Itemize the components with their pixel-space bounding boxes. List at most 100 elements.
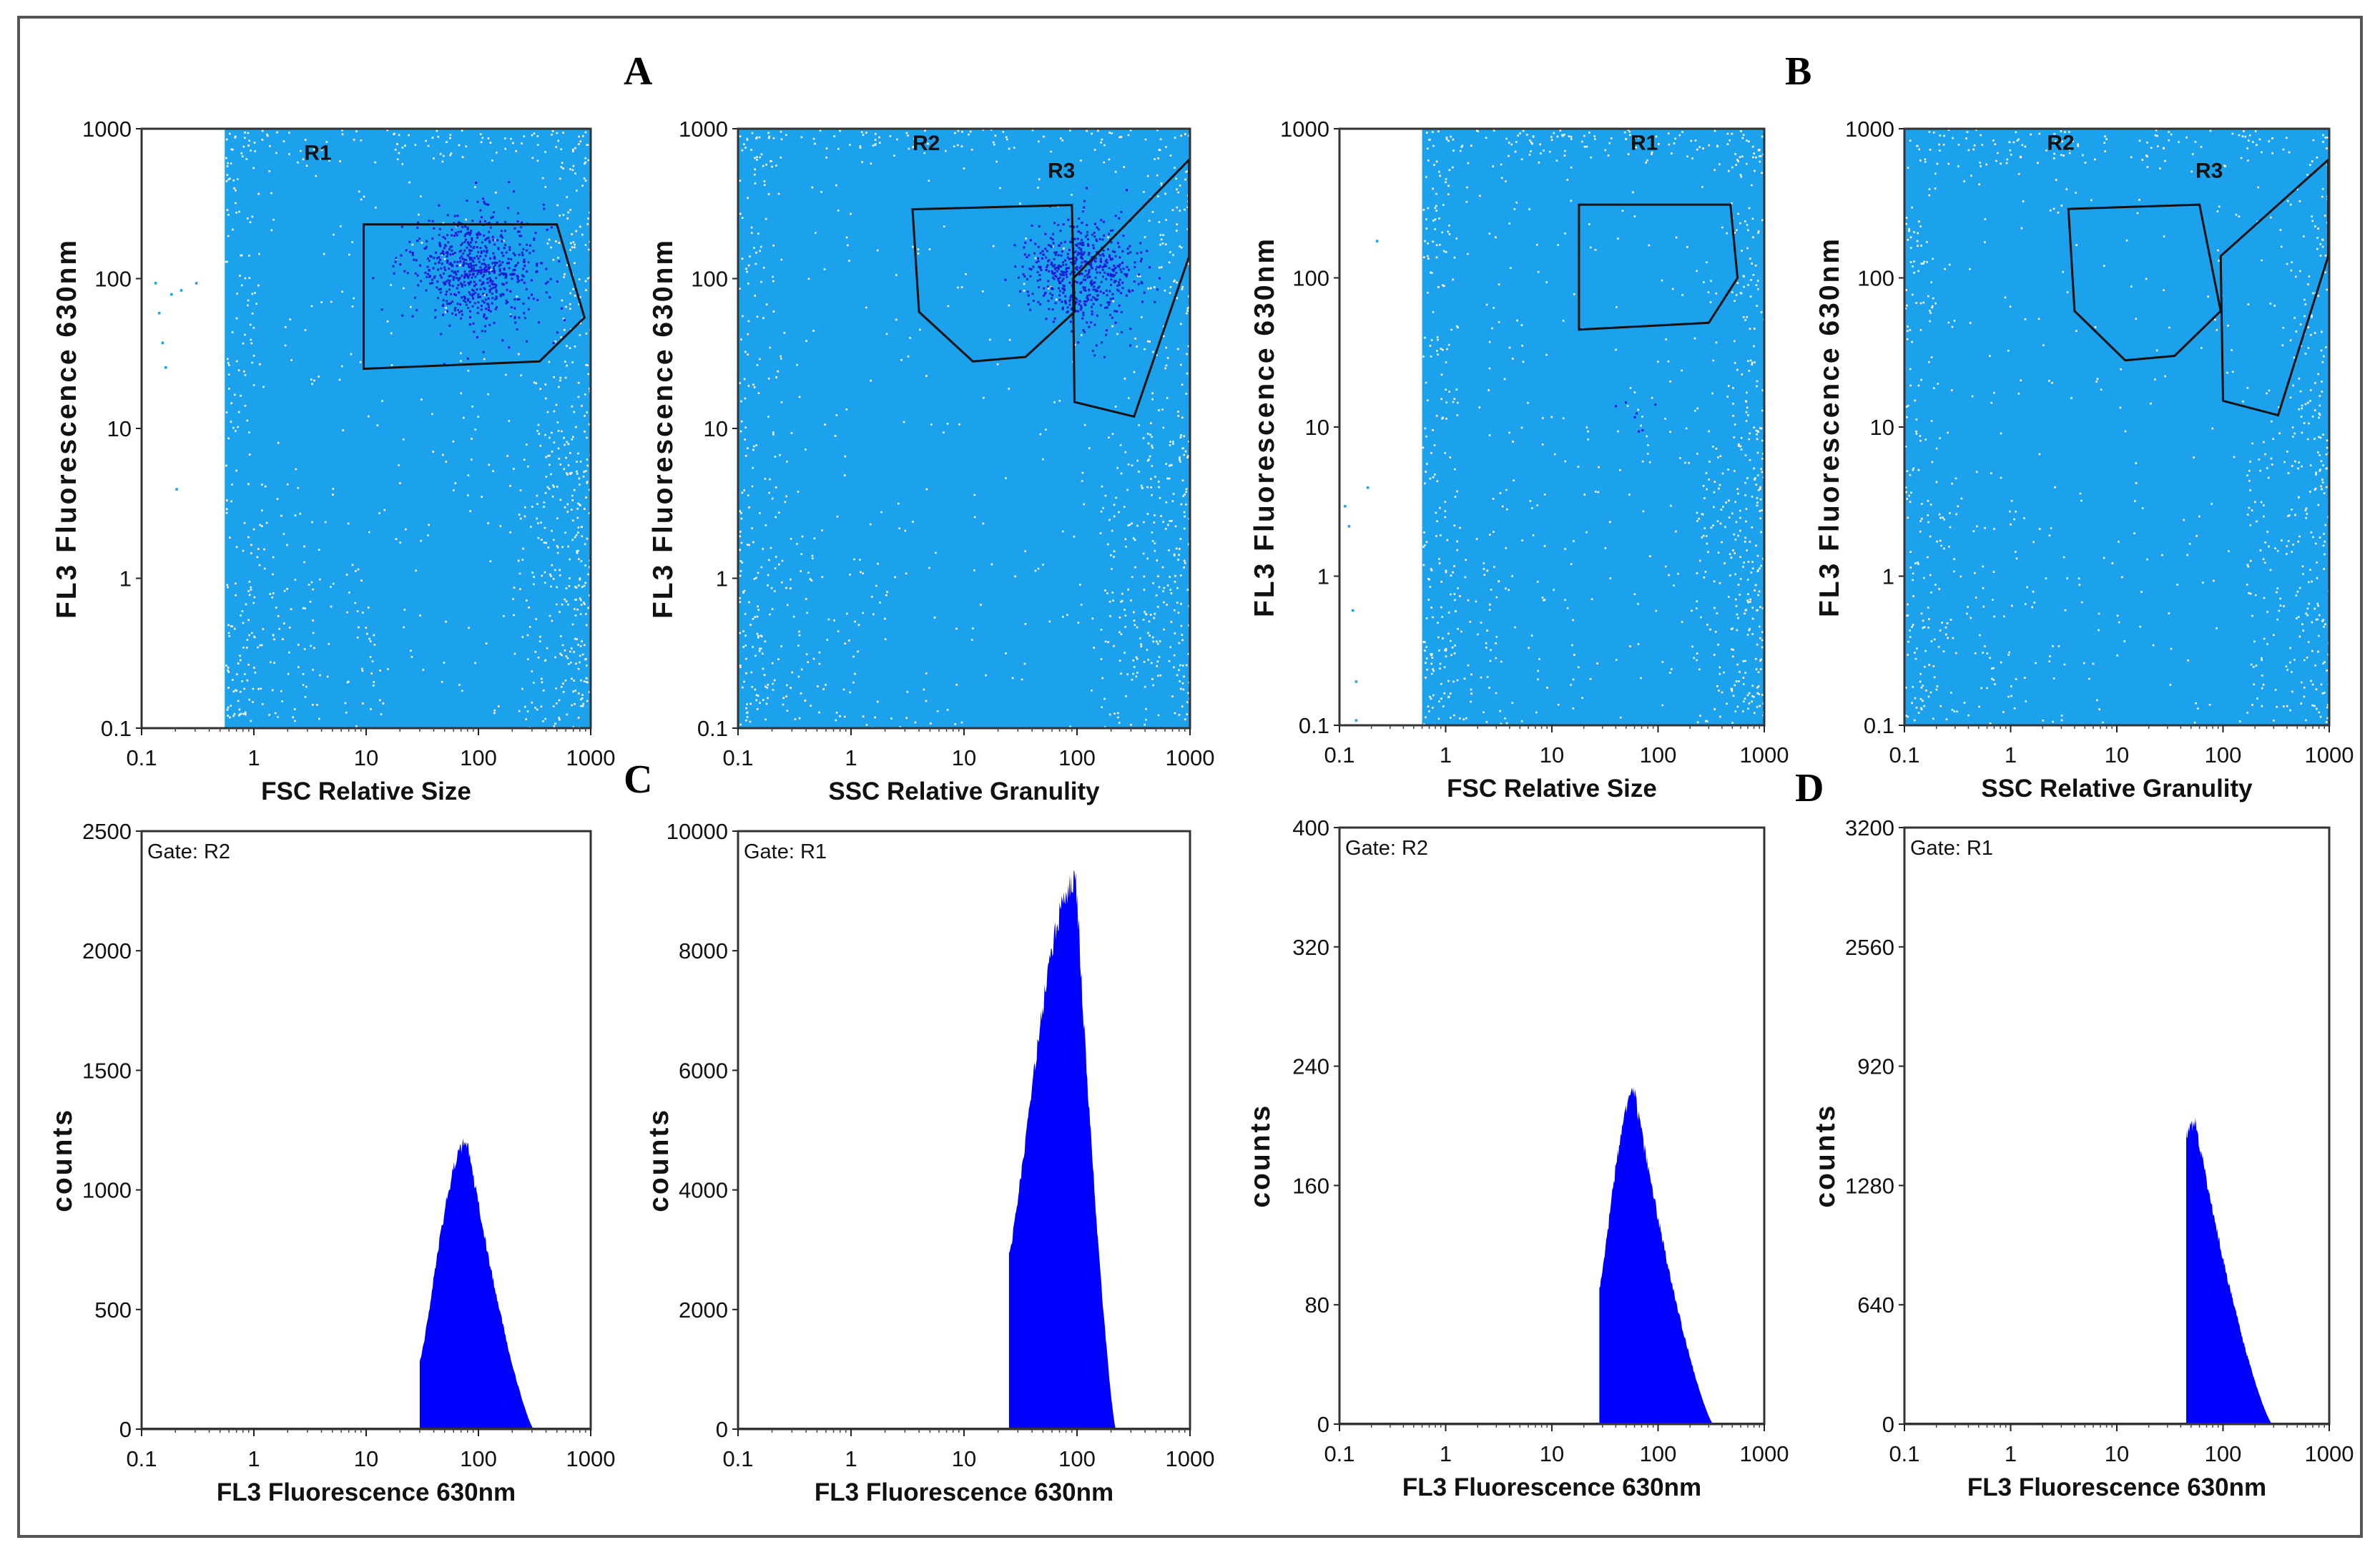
y-tick-label: 3200 (1845, 815, 1894, 840)
histogram-peak (1599, 1087, 1713, 1424)
x-tick-label: 1 (1440, 742, 1452, 767)
stray-event (1344, 505, 1347, 508)
y-tick-label: 0.1 (1299, 713, 1329, 738)
gated-event-cluster (1615, 401, 1657, 433)
y-tick-label: 0 (119, 1417, 132, 1442)
gate-polygon-r1 (1578, 203, 1739, 331)
event-density (1422, 129, 1764, 725)
event-density (1904, 129, 2329, 725)
y-tick-label: 100 (691, 267, 728, 292)
gate-name: Gate: R1 (744, 840, 827, 863)
y-tick-label: 0 (716, 1417, 728, 1442)
chart-d1: Gate: R2 0 80 160 240 320 400 0.1 1 10 100 1000 FL3 … (1245, 815, 1789, 1501)
stray-event (195, 282, 198, 285)
stray-event (1351, 609, 1354, 612)
gate-name: Gate: R2 (147, 840, 230, 863)
x-tick-label: 1000 (2305, 1441, 2354, 1466)
plot-area-a1 (225, 129, 591, 728)
x-tick-label: 10 (952, 745, 976, 770)
y-tick-label: 10 (1870, 415, 1894, 440)
panel-letter-a: A (624, 49, 653, 94)
x-tick-label: 10 (1540, 1441, 1564, 1466)
y-tick-label: 400 (1292, 815, 1329, 840)
y-tick-label: 1000 (1280, 117, 1329, 142)
y-tick-label: 8000 (679, 938, 728, 963)
gate-name: Gate: R2 (1345, 837, 1428, 860)
gate-label-r2: R2 (913, 132, 940, 155)
y-tick-label: 1000 (1845, 117, 1894, 142)
event-density (738, 129, 1190, 728)
stray-event (170, 293, 173, 296)
stray-event (154, 282, 157, 285)
chart-a1: R1 0.1 1 10 100 1000 0.1 1 10 100 1000 FSC Relative… (51, 117, 615, 805)
x-tick-label: 0.1 (722, 745, 753, 770)
y-tick-label: 2000 (82, 938, 132, 963)
y-axis-label: counts (644, 1108, 674, 1212)
y-tick-label: 10 (107, 416, 132, 441)
y-tick-label: 100 (94, 267, 132, 292)
x-tick-label: 100 (1640, 742, 1677, 767)
x-tick-label: 100 (2205, 1441, 2242, 1466)
x-axis-label: FL3 Fluorescence 630nm (1402, 1473, 1701, 1501)
x-tick-label: 100 (2205, 742, 2242, 767)
x-tick-label: 10 (2105, 1441, 2129, 1466)
x-tick-label: 1000 (1166, 1446, 1215, 1471)
x-axis-label: FL3 Fluorescence 630nm (217, 1478, 516, 1506)
gate-label-r1: R1 (1631, 132, 1658, 155)
x-tick-label: 100 (460, 745, 497, 770)
event-density (225, 129, 591, 728)
y-axis-label: FL3 Fluorescence 630nm (648, 238, 679, 619)
x-axis-label: FL3 Fluorescence 630nm (1967, 1473, 2266, 1501)
low-density-speckle (1904, 129, 2329, 725)
x-tick-label: 1 (2005, 742, 2017, 767)
panel-letter-d: D (1795, 766, 1824, 810)
x-tick-label: 0.1 (722, 1446, 753, 1471)
x-tick-label: 100 (460, 1446, 497, 1471)
chart-a2: R2 R3 0.1 1 10 100 1000 0.1 1 10 100 1000 SSC Relati… (648, 117, 1214, 805)
y-axis-label: counts (1245, 1104, 1276, 1208)
y-tick-label: 2560 (1845, 935, 1894, 960)
y-tick-label: 100 (1292, 266, 1329, 291)
y-tick-label: 0.1 (101, 716, 132, 741)
x-tick-label: 0.1 (126, 745, 157, 770)
gate-name: Gate: R1 (1910, 837, 1993, 860)
x-tick-label: 1000 (1740, 1441, 1789, 1466)
x-tick-label: 0.1 (1889, 1441, 1919, 1466)
stray-event (1375, 240, 1379, 242)
gate-label-r3: R3 (2195, 159, 2223, 182)
x-tick-label: 0.1 (1324, 742, 1354, 767)
x-tick-label: 10 (1540, 742, 1564, 767)
gate-label-r3: R3 (1048, 160, 1075, 183)
stray-event (164, 366, 167, 369)
x-tick-label: 1 (1440, 1441, 1452, 1466)
stray-event (1354, 680, 1358, 683)
plot-area-b2 (1904, 129, 2329, 725)
y-tick-label: 80 (1305, 1292, 1329, 1318)
y-axis-label: counts (1810, 1104, 1841, 1208)
histogram-peak (419, 1138, 534, 1429)
y-tick-label: 10 (704, 416, 728, 441)
y-tick-label: 1000 (82, 117, 132, 142)
y-tick-label: 1000 (82, 1178, 132, 1203)
y-tick-label: 1 (1882, 564, 1894, 589)
y-axis-label: FL3 Fluorescence 630nm (1814, 237, 1845, 617)
x-tick-label: 1 (845, 1446, 857, 1471)
stray-event (175, 488, 178, 491)
chart-b2: R2 R3 0.1 1 10 100 1000 0.1 1 10 100 1000 SSC Relati… (1814, 117, 2354, 803)
gate-polygon-r2 (2067, 203, 2222, 362)
x-tick-label: 1000 (566, 1446, 616, 1471)
gate-polygon-r2 (911, 204, 1076, 363)
y-tick-label: 100 (1857, 266, 1894, 291)
x-tick-label: 0.1 (126, 1446, 157, 1471)
x-tick-label: 10 (952, 1446, 976, 1471)
y-tick-label: 1 (716, 566, 728, 592)
x-axis-label: SSC Relative Granulity (828, 778, 1100, 805)
y-tick-label: 0.1 (1864, 713, 1894, 738)
y-tick-label: 1280 (1845, 1173, 1894, 1198)
y-tick-label: 240 (1292, 1054, 1329, 1079)
y-tick-label: 1 (1317, 564, 1329, 589)
y-tick-label: 4000 (679, 1178, 728, 1203)
y-tick-label: 500 (94, 1298, 132, 1323)
